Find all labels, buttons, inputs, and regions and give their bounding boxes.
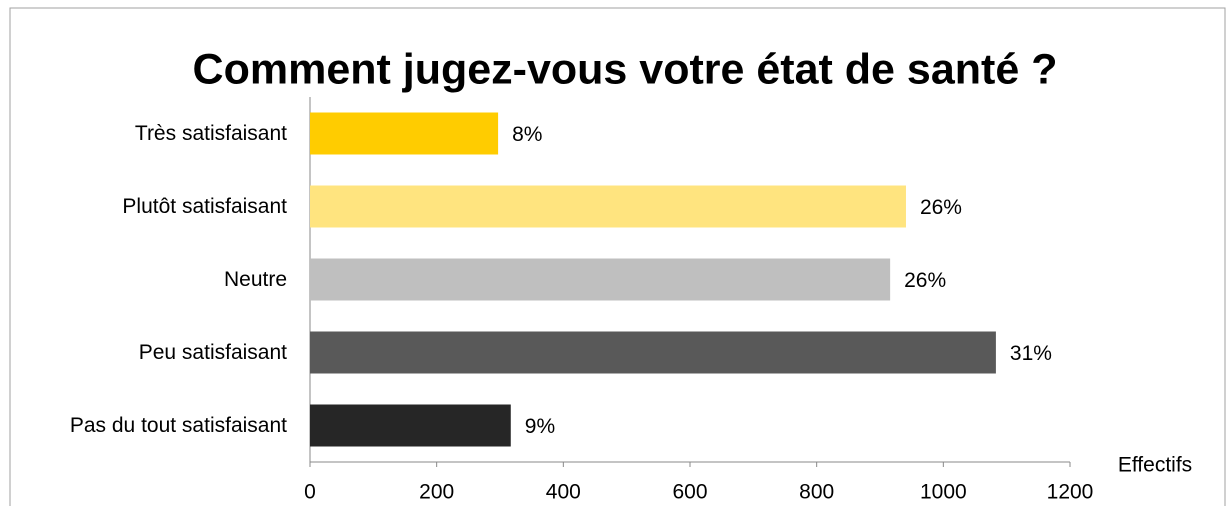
- x-tick-label: 600: [672, 481, 707, 504]
- value-label: 31%: [1010, 342, 1052, 365]
- y-tick-label: Neutre: [223, 267, 287, 291]
- y-tick-label: Très satisfaisant: [134, 121, 287, 145]
- bar: [310, 258, 891, 301]
- x-tick-label: 800: [799, 481, 834, 504]
- value-label: 8%: [512, 123, 542, 146]
- bar: [310, 331, 996, 374]
- value-label: 26%: [920, 196, 962, 219]
- value-label: 26%: [904, 269, 946, 292]
- bar: [310, 185, 906, 228]
- bar: [310, 404, 511, 447]
- bar: [310, 112, 499, 155]
- x-tick-label: 1000: [920, 481, 967, 504]
- x-tick-label: 200: [419, 481, 454, 504]
- x-tick-label: 0: [304, 481, 316, 504]
- chart-title: Comment jugez-vous votre état de santé ?: [193, 45, 1058, 93]
- y-tick-label: Plutôt satisfaisant: [122, 194, 287, 218]
- x-axis-label: Effectifs: [1118, 454, 1192, 477]
- x-tick-label: 1200: [1047, 481, 1094, 504]
- frame: [9, 7, 1226, 506]
- y-tick-label: Peu satisfaisant: [138, 340, 287, 364]
- value-label: 9%: [525, 415, 555, 438]
- y-tick-label: Pas du tout satisfaisant: [69, 413, 287, 437]
- x-tick-label: 400: [546, 481, 581, 504]
